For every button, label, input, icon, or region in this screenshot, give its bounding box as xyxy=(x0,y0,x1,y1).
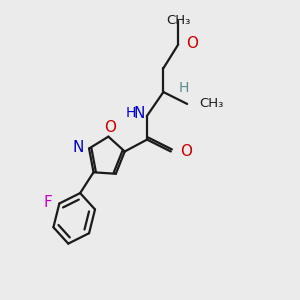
Text: CH₃: CH₃ xyxy=(166,14,190,27)
Text: F: F xyxy=(43,195,52,210)
Text: N: N xyxy=(134,106,145,121)
Text: H: H xyxy=(125,106,136,120)
Text: O: O xyxy=(180,144,192,159)
Text: N: N xyxy=(72,140,83,154)
Text: CH₃: CH₃ xyxy=(199,98,224,110)
Text: O: O xyxy=(104,120,116,135)
Text: O: O xyxy=(186,35,198,50)
Text: H: H xyxy=(178,81,189,94)
